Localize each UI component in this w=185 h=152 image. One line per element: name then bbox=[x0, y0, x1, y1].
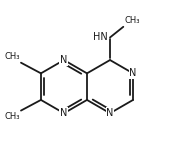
Text: N: N bbox=[60, 55, 68, 65]
Text: CH₃: CH₃ bbox=[125, 16, 140, 26]
Text: CH₃: CH₃ bbox=[4, 52, 20, 61]
Text: N: N bbox=[129, 68, 137, 78]
Text: N: N bbox=[60, 108, 68, 118]
Text: N: N bbox=[106, 108, 114, 118]
Text: HN: HN bbox=[93, 32, 107, 42]
Text: CH₃: CH₃ bbox=[4, 112, 20, 121]
